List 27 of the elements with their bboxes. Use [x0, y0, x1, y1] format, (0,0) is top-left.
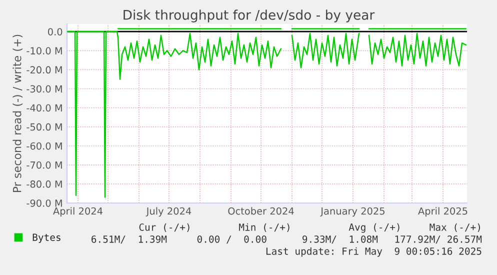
y-tick-label: -80.0 M — [26, 180, 62, 188]
x-tick-label: July 2024 — [146, 207, 192, 217]
y-tick-label: -20.0 M — [26, 66, 62, 74]
text: 6.51M/ 1.39M — [92, 235, 167, 244]
text: Min (-/+) — [239, 223, 290, 232]
x-tick-label: January 2025 — [320, 207, 384, 217]
y-tick-label: -90.0 M — [26, 199, 62, 207]
y-tick-label: -70.0 M — [26, 161, 62, 169]
x-tick-label: April 2025 — [418, 207, 468, 217]
y-tick-label: -40.0 M — [26, 104, 62, 112]
text: Avg (-/+) — [348, 223, 400, 233]
y-axis-title: Pr second read (-) / write (+) — [12, 34, 23, 192]
y-tick-label: -30.0 M — [26, 85, 62, 93]
y-tick-label: -10.0 M — [26, 47, 62, 54]
y-tick-label: -50.0 M — [26, 123, 62, 131]
chart-title: Disk throughput for /dev/sdo - by year — [124, 10, 375, 22]
y-tick-label: 0.0 — [48, 28, 62, 36]
legend-label: Bytes — [32, 234, 60, 243]
y-tick-label: -60.0 M — [26, 142, 62, 150]
text: 177.92M/ 26.57M — [395, 235, 482, 244]
x-tick-label: October 2024 — [228, 207, 294, 215]
text: Max (-/+) — [430, 223, 480, 232]
x-tick-label: April 2024 — [53, 207, 102, 217]
text: 0.00 / 0.00 — [197, 235, 266, 244]
text: Last update: Fri May 9 00:05:16 2025 — [266, 247, 482, 257]
text: 9.33M/ 1.08M — [302, 235, 378, 244]
text: Cur (-/+) — [139, 223, 190, 232]
